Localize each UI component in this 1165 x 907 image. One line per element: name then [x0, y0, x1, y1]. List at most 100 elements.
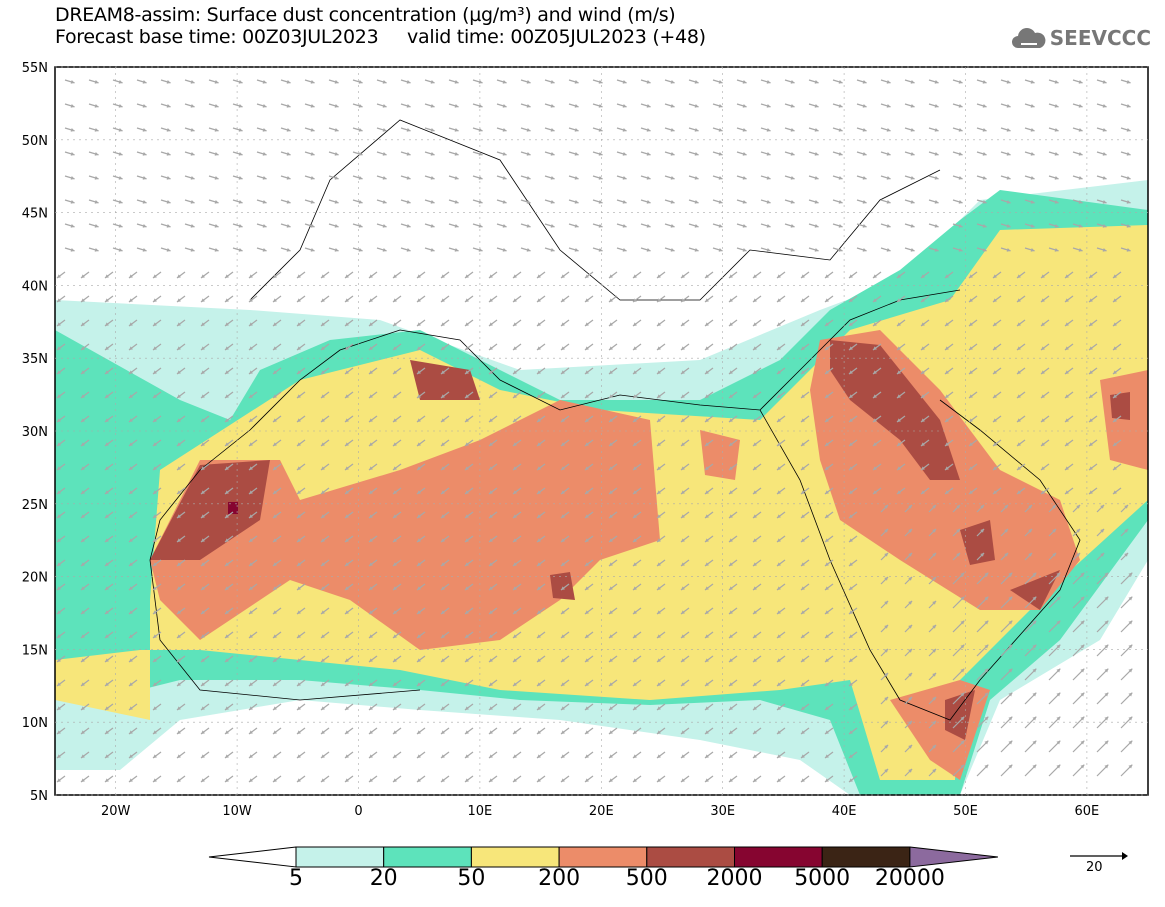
wind-arrow: [272, 343, 282, 351]
colorbar-label: 500: [625, 866, 668, 891]
lon-label: 0: [354, 804, 362, 819]
colorbar-label: 20000: [874, 866, 945, 891]
wind-arrow: [928, 103, 939, 108]
wind-arrow: [200, 439, 210, 447]
wind-arrow: [56, 727, 66, 735]
wind-arrow: [784, 175, 795, 180]
wind-arrow: [200, 631, 210, 639]
wind-arrow: [56, 295, 66, 303]
wind-arrow: [920, 463, 930, 471]
wind-arrow: [704, 535, 714, 543]
wind-arrow: [928, 744, 937, 753]
wind-arrow: [704, 391, 714, 399]
wind-arrow: [896, 463, 906, 471]
wind-arrow: [80, 559, 90, 567]
wind-arrow: [128, 391, 138, 399]
wind-arrow: [280, 79, 291, 84]
wind-arrow: [1072, 223, 1083, 228]
wind-arrow: [952, 175, 963, 180]
wind-arrow: [928, 696, 937, 705]
wind-arrow: [152, 631, 162, 639]
wind-arrow: [680, 679, 690, 687]
wind-arrow: [608, 367, 618, 375]
wind-arrow: [248, 775, 258, 783]
wind-arrow: [88, 127, 99, 132]
wind-arrow: [736, 223, 747, 228]
wind-arrow: [128, 535, 138, 543]
wind-arrow: [1120, 620, 1133, 633]
wind-arrow: [200, 727, 210, 735]
wind-arrow: [328, 127, 339, 132]
wind-arrow: [928, 720, 937, 729]
wind-arrow: [776, 679, 786, 687]
wind-arrow: [112, 175, 123, 180]
wind-arrow: [616, 223, 627, 228]
wind-arrow: [56, 343, 66, 351]
wind-arrow: [544, 79, 555, 84]
wind-arrow: [608, 415, 618, 423]
wind-arrow: [952, 127, 963, 132]
wind-arrow: [1064, 487, 1074, 495]
wind-arrow: [200, 463, 210, 471]
wind-arrow: [304, 151, 315, 156]
wind-arrow: [952, 620, 965, 633]
wind-arrow: [680, 703, 690, 711]
lat-label: 50N: [22, 134, 48, 149]
wind-arrow: [688, 247, 699, 252]
wind-arrow: [512, 583, 522, 591]
wind-arrow: [280, 127, 291, 132]
wind-arrow: [728, 343, 738, 351]
wind-arrow: [560, 271, 570, 279]
wind-arrow: [1072, 199, 1083, 204]
wind-arrow: [920, 319, 930, 327]
wind-arrow: [824, 319, 834, 327]
wind-arrow: [464, 367, 474, 375]
wind-arrow: [224, 703, 234, 711]
wind-arrow: [280, 151, 291, 156]
wind-arrow: [128, 319, 138, 327]
wind-arrow: [232, 223, 243, 228]
wind-arrow: [80, 751, 90, 759]
wind-arrow: [208, 175, 219, 180]
wind-arrow: [560, 511, 570, 519]
wind-arrow: [800, 511, 810, 519]
wind-arrow: [344, 391, 354, 399]
wind-arrow: [880, 696, 889, 705]
wind-arrow: [1112, 343, 1122, 351]
wind-arrow: [296, 727, 306, 735]
wind-arrow: [248, 631, 258, 639]
wind-arrow: [520, 223, 531, 228]
wind-arrow: [256, 103, 267, 108]
wind-arrow: [632, 679, 642, 687]
wind-arrow: [704, 295, 714, 303]
wind-arrow: [536, 583, 546, 591]
wind-arrow: [728, 679, 738, 687]
wind-arrow: [304, 127, 315, 132]
wind-arrow: [968, 343, 978, 351]
wind-arrow: [344, 775, 354, 783]
wind-arrow: [944, 367, 954, 375]
wind-arrow: [392, 439, 402, 447]
wind-arrow: [904, 696, 913, 705]
wind-arrow: [680, 727, 690, 735]
wind-arrow: [152, 775, 162, 783]
wind-arrow: [952, 740, 965, 753]
wind-arrow: [152, 319, 162, 327]
wind-arrow: [536, 295, 546, 303]
colorbar-swatch: [558, 846, 648, 868]
wind-arrow: [560, 319, 570, 327]
wind-arrow: [1000, 175, 1011, 180]
wind-arrow: [752, 295, 762, 303]
wind-arrow: [640, 79, 651, 84]
wind-arrow: [368, 295, 378, 303]
wind-arrow: [968, 319, 978, 327]
wind-arrow: [560, 727, 570, 735]
wind-arrow: [488, 703, 498, 711]
wind-arrow: [1120, 79, 1131, 84]
wind-arrow: [728, 775, 738, 783]
wind-arrow: [464, 535, 474, 543]
wind-arrow: [440, 319, 450, 327]
wind-arrow: [536, 319, 546, 327]
wind-arrow: [88, 79, 99, 84]
wind-arrow: [176, 631, 186, 639]
